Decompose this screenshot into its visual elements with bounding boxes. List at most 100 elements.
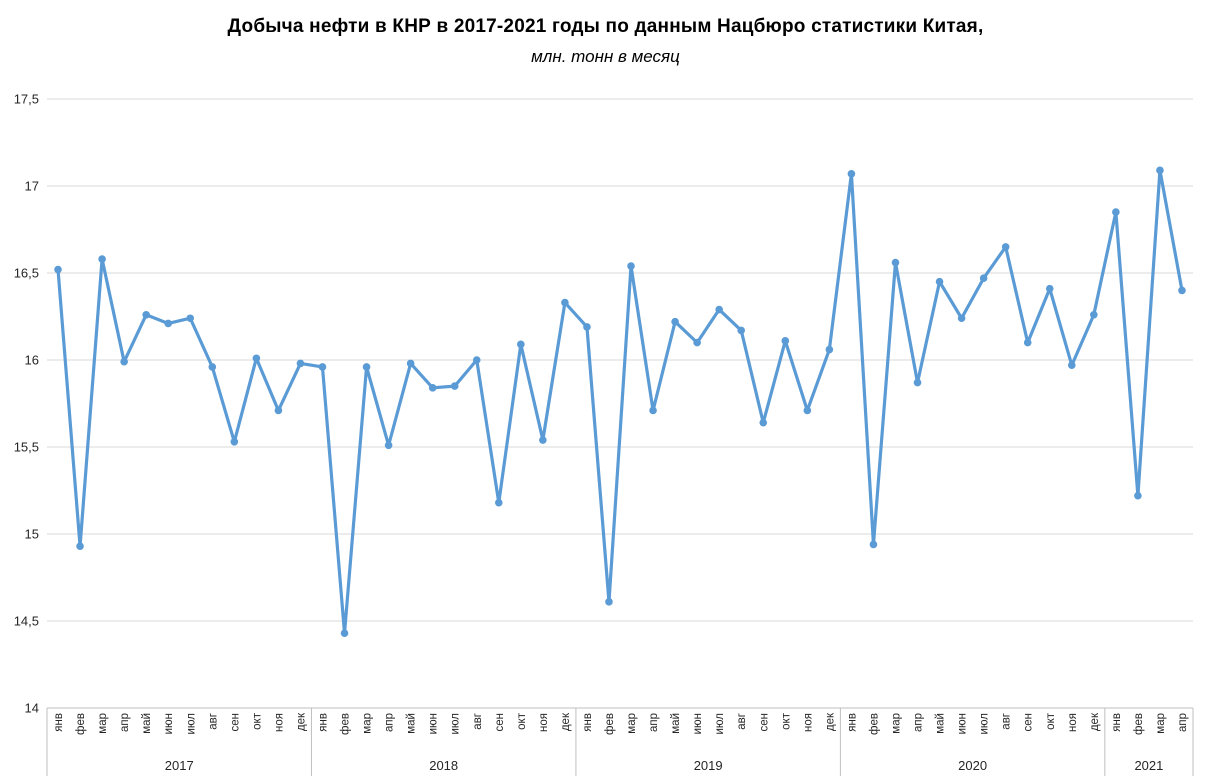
month-label: июн (692, 713, 704, 734)
month-label: июл (450, 713, 462, 735)
month-label: сен (1023, 713, 1035, 732)
month-label: фев (75, 713, 87, 735)
data-point-marker (1090, 310, 1098, 319)
month-label: дек (560, 712, 572, 731)
month-label: мар (362, 713, 374, 734)
month-label: янв (582, 713, 594, 732)
data-point-marker (1001, 243, 1010, 251)
month-label: окт (516, 712, 528, 730)
month-label: июн (163, 713, 175, 734)
data-point-marker (803, 406, 812, 415)
month-label: апр (384, 713, 396, 732)
data-point-marker (715, 305, 723, 314)
month-label: сен (494, 713, 506, 732)
data-point-marker (979, 274, 988, 283)
year-label: 2021 (1134, 758, 1163, 773)
month-label: ноя (1067, 713, 1079, 732)
month-label: янв (1111, 713, 1123, 732)
data-point-marker (913, 378, 922, 387)
month-label: мар (97, 713, 109, 734)
month-label: май (141, 713, 153, 734)
month-label: май (670, 713, 682, 734)
data-point-marker (1156, 166, 1164, 175)
data-point-marker (318, 363, 327, 371)
month-label: сен (758, 713, 770, 732)
data-point-marker (605, 598, 613, 606)
y-axis-tick-label: 17 (25, 179, 39, 194)
data-point-marker (1112, 208, 1120, 216)
data-point-marker (208, 363, 217, 371)
month-label: авг (207, 713, 219, 730)
month-label: сен (229, 713, 241, 732)
month-label: авг (472, 713, 484, 730)
year-label: 2020 (958, 758, 987, 773)
month-label: дек (824, 712, 836, 731)
month-label: фев (868, 713, 880, 735)
chart-subtitle: млн. тонн в месяц (531, 47, 680, 66)
data-point-marker (406, 359, 415, 368)
month-label: ноя (273, 713, 285, 732)
data-point-marker (472, 356, 481, 364)
y-axis-tick-label: 14,5 (14, 614, 39, 629)
data-point-marker (76, 542, 84, 550)
month-label: апр (913, 713, 925, 732)
data-point-marker (1134, 491, 1142, 500)
month-label: апр (1177, 713, 1189, 732)
y-axis-tick-label: 15 (25, 527, 39, 542)
month-label: дек (295, 712, 307, 731)
data-point-marker (781, 337, 790, 345)
month-label: янв (317, 713, 329, 732)
month-label: янв (53, 713, 65, 732)
y-axis-tick-label: 15,5 (14, 440, 39, 455)
year-label: 2017 (165, 758, 194, 773)
data-point-marker (649, 406, 657, 415)
data-series-line (56, 168, 1184, 635)
month-label: фев (604, 713, 616, 735)
data-point-marker (693, 338, 701, 347)
month-label: окт (251, 712, 263, 730)
data-point-marker (450, 382, 459, 390)
data-point-marker (847, 170, 856, 178)
month-label: июн (428, 713, 440, 734)
month-label: дек (1089, 712, 1101, 731)
data-point-marker (494, 498, 503, 507)
data-point-marker (1178, 286, 1186, 295)
data-point-marker (583, 323, 591, 331)
data-point-marker (935, 277, 944, 286)
month-label: июн (957, 713, 969, 734)
month-label: окт (1045, 712, 1057, 730)
data-point-marker (561, 298, 569, 307)
month-label: фев (1133, 713, 1145, 735)
year-label: 2018 (429, 758, 458, 773)
year-label: 2019 (694, 758, 723, 773)
month-label: авг (1001, 713, 1013, 730)
data-point-marker (1023, 338, 1032, 347)
data-point-marker (737, 326, 746, 335)
month-label: авг (736, 713, 748, 730)
data-point-marker (164, 319, 173, 328)
month-label: май (406, 713, 418, 734)
data-point-marker (186, 314, 195, 323)
month-label: июл (185, 713, 197, 735)
month-label: янв (846, 713, 858, 732)
month-label: фев (340, 713, 352, 735)
y-axis-tick-label: 14 (25, 701, 39, 716)
data-point-marker (142, 310, 150, 319)
y-axis-tick-label: 16,5 (14, 266, 39, 281)
data-point-marker (517, 340, 525, 349)
data-point-marker (274, 406, 283, 415)
month-label: июл (979, 713, 991, 735)
data-point-marker (1067, 361, 1076, 370)
data-point-marker (54, 265, 62, 274)
chart-title: Добыча нефти в КНР в 2017-2021 годы по д… (227, 16, 984, 37)
data-point-marker (384, 441, 393, 450)
month-label: ноя (802, 713, 814, 732)
month-label: апр (648, 713, 660, 732)
month-label: окт (780, 712, 792, 730)
data-point-marker (362, 363, 371, 371)
month-label: май (935, 713, 947, 734)
data-point-marker (120, 357, 128, 366)
data-point-marker (825, 345, 834, 354)
data-point-marker (891, 258, 900, 267)
